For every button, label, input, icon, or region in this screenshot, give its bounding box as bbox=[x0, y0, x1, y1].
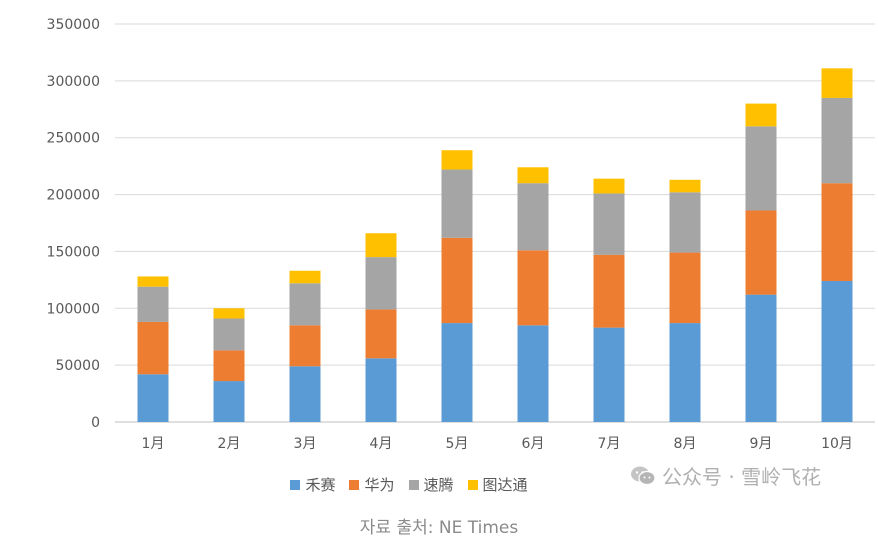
legend: 禾赛 华为 速腾 图达通 bbox=[0, 474, 878, 495]
x-tick-label: 10月 bbox=[821, 436, 853, 452]
bar-segment-图达通-3月 bbox=[289, 270, 321, 284]
bar-segment-禾赛-10月 bbox=[821, 280, 853, 422]
legend-label: 速腾 bbox=[423, 476, 454, 494]
y-tick-label: 150000 bbox=[47, 244, 100, 260]
bar-segment-华为-10月 bbox=[821, 183, 853, 281]
bar-segment-图达通-9月 bbox=[745, 103, 777, 127]
bar-segment-速腾-7月 bbox=[593, 193, 625, 255]
x-tick-label: 3月 bbox=[294, 436, 317, 452]
y-tick-label: 350000 bbox=[47, 17, 100, 33]
legend-item: 速腾 bbox=[408, 474, 454, 495]
y-tick-label: 300000 bbox=[47, 74, 100, 90]
bar-segment-图达通-7月 bbox=[593, 178, 625, 194]
bar-segment-速腾-10月 bbox=[821, 97, 853, 184]
y-tick-label: 0 bbox=[91, 415, 100, 431]
bar-segment-禾赛-3月 bbox=[289, 366, 321, 422]
bar-segment-禾赛-9月 bbox=[745, 294, 777, 422]
legend-swatch bbox=[467, 479, 478, 490]
x-axis-ticks: 1月 2月 3月 4月 5月 6月 7月 8月 9月 10月 bbox=[142, 436, 853, 452]
bar-segment-图达通-8月 bbox=[669, 179, 701, 193]
bar-segment-华为-8月 bbox=[669, 252, 701, 324]
x-tick-label: 8月 bbox=[674, 436, 697, 452]
stacked-bar-chart: 0 50000 100000 150000 200000 250000 300000 3500… bbox=[47, 17, 875, 452]
watermark-text: 公众号 · 雪岭飞花 bbox=[662, 465, 822, 489]
bar-segment-华为-5月 bbox=[441, 237, 473, 324]
source-note: 자료 출처: NE Times bbox=[359, 518, 519, 538]
y-tick-label: 250000 bbox=[47, 131, 100, 147]
bar-segment-华为-7月 bbox=[593, 254, 625, 328]
y-tick-label: 50000 bbox=[55, 358, 100, 374]
bar-segment-华为-3月 bbox=[289, 325, 321, 367]
x-tick-label: 5月 bbox=[446, 436, 469, 452]
legend-swatch bbox=[349, 479, 360, 490]
bar-segment-速腾-3月 bbox=[289, 283, 321, 326]
x-tick-label: 6月 bbox=[522, 436, 545, 452]
bar-segment-华为-9月 bbox=[745, 210, 777, 295]
x-tick-label: 1月 bbox=[142, 436, 165, 452]
legend-swatch bbox=[408, 479, 419, 490]
bar-segment-华为-1月 bbox=[137, 321, 169, 375]
x-tick-label: 7月 bbox=[598, 436, 621, 452]
bar-segment-禾赛-8月 bbox=[669, 323, 701, 422]
bar-segment-速腾-4月 bbox=[365, 257, 397, 310]
wechat-icon bbox=[630, 465, 656, 487]
bar-segment-禾赛-6月 bbox=[517, 325, 549, 422]
y-tick-label: 200000 bbox=[47, 188, 100, 204]
bar-segment-图达通-4月 bbox=[365, 233, 397, 258]
bar-segment-华为-6月 bbox=[517, 250, 549, 326]
legend-label: 禾赛 bbox=[305, 476, 336, 494]
bar-segment-速腾-9月 bbox=[745, 126, 777, 211]
bar-segment-华为-4月 bbox=[365, 309, 397, 359]
x-tick-label: 9月 bbox=[750, 436, 773, 452]
bar-segment-速腾-6月 bbox=[517, 183, 549, 251]
legend-swatch bbox=[290, 479, 301, 490]
x-tick-label: 4月 bbox=[370, 436, 393, 452]
bar-segment-禾赛-5月 bbox=[441, 323, 473, 422]
bar-segment-图达通-1月 bbox=[137, 276, 169, 287]
bar-segment-速腾-2月 bbox=[213, 318, 245, 351]
bar-segment-图达通-6月 bbox=[517, 167, 549, 184]
bar-segment-速腾-1月 bbox=[137, 286, 169, 322]
bar-segment-禾赛-1月 bbox=[137, 374, 169, 422]
bar-segment-华为-2月 bbox=[213, 350, 245, 382]
watermark: 公众号 · 雪岭飞花 bbox=[630, 461, 821, 490]
bars bbox=[137, 68, 853, 422]
bar-segment-图达通-5月 bbox=[441, 150, 473, 170]
bar-segment-速腾-5月 bbox=[441, 169, 473, 238]
bar-segment-禾赛-4月 bbox=[365, 358, 397, 422]
bar-segment-图达通-2月 bbox=[213, 308, 245, 319]
y-axis-ticks: 0 50000 100000 150000 200000 250000 300000 3500… bbox=[47, 17, 100, 431]
bar-segment-速腾-8月 bbox=[669, 192, 701, 253]
y-tick-label: 100000 bbox=[47, 301, 100, 317]
bar-segment-禾赛-7月 bbox=[593, 327, 625, 422]
legend-item: 禾赛 bbox=[290, 474, 335, 495]
x-tick-label: 2月 bbox=[218, 436, 241, 452]
legend-item: 华为 bbox=[349, 474, 395, 495]
bar-segment-禾赛-2月 bbox=[213, 381, 245, 422]
legend-label: 华为 bbox=[364, 476, 395, 494]
bar-segment-图达通-10月 bbox=[821, 68, 853, 98]
legend-label: 图达通 bbox=[482, 476, 528, 494]
legend-item: 图达通 bbox=[467, 474, 528, 495]
